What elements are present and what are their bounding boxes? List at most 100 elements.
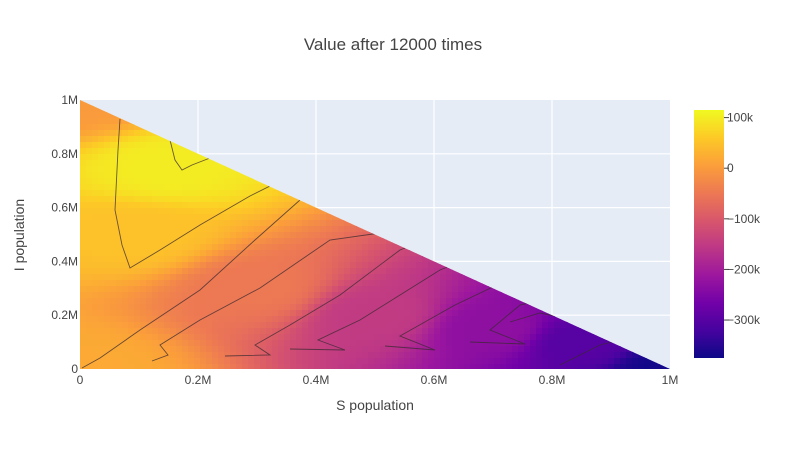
- heatmap-cell: [182, 346, 189, 353]
- heatmap-cell: [416, 256, 423, 263]
- heatmap-cell: [122, 292, 129, 299]
- heatmap-cell: [104, 280, 111, 287]
- heatmap-cell: [200, 322, 207, 329]
- heatmap-cell: [380, 262, 387, 269]
- heatmap-cell: [458, 358, 465, 365]
- heatmap-cell: [242, 292, 249, 299]
- heatmap-cell: [80, 190, 87, 197]
- heatmap-cell: [134, 172, 141, 179]
- heatmap-cell: [146, 250, 153, 257]
- heatmap-cell: [332, 340, 339, 347]
- heatmap-cell: [146, 202, 153, 209]
- heatmap-cell: [260, 256, 267, 263]
- heatmap-cell: [308, 364, 315, 369]
- heatmap-cell: [338, 334, 345, 341]
- heatmap-cell: [218, 202, 225, 209]
- heatmap-cell: [122, 226, 129, 233]
- heatmap-cell: [278, 208, 285, 215]
- heatmap-cell: [116, 364, 123, 369]
- heatmap-cell: [446, 328, 453, 335]
- heatmap-cell: [374, 298, 381, 305]
- heatmap-cell: [212, 208, 219, 215]
- heatmap-cell: [404, 346, 411, 353]
- heatmap-cell: [326, 328, 333, 335]
- heatmap-cell: [452, 352, 459, 359]
- heatmap-cell: [104, 286, 111, 293]
- heatmap-cell: [488, 352, 495, 359]
- heatmap-cell: [92, 274, 99, 281]
- heatmap-cell: [110, 304, 117, 311]
- heatmap-cell: [86, 178, 93, 185]
- heatmap-cell: [176, 322, 183, 329]
- heatmap-cell: [122, 124, 129, 131]
- heatmap-cell: [116, 220, 123, 227]
- heatmap-cell: [122, 184, 129, 191]
- heatmap-cell: [422, 358, 429, 365]
- heatmap-cell: [212, 286, 219, 293]
- heatmap-cell: [308, 358, 315, 365]
- heatmap-cell: [524, 322, 531, 329]
- heatmap-cell: [518, 322, 525, 329]
- heatmap-cell: [110, 178, 117, 185]
- heatmap-cell: [356, 280, 363, 287]
- heatmap-cell: [206, 244, 213, 251]
- heatmap-cell: [380, 364, 387, 369]
- heatmap-cell: [140, 154, 147, 161]
- heatmap-cell: [398, 292, 405, 299]
- colorbar-tick-label: −300k: [727, 313, 761, 327]
- heatmap-cell: [260, 238, 267, 245]
- heatmap-cell: [290, 250, 297, 257]
- heatmap-cell: [92, 172, 99, 179]
- heatmap-cell: [248, 220, 255, 227]
- heatmap-cell: [110, 322, 117, 329]
- heatmap-cell: [434, 298, 441, 305]
- heatmap-cell: [182, 280, 189, 287]
- heatmap-cell: [410, 250, 417, 257]
- heatmap-cell: [158, 268, 165, 275]
- heatmap-cell: [104, 328, 111, 335]
- heatmap-cell: [440, 334, 447, 341]
- heatmap-cell: [314, 274, 321, 281]
- heatmap-cell: [128, 154, 135, 161]
- heatmap-cell: [92, 328, 99, 335]
- heatmap-cell: [368, 334, 375, 341]
- heatmap-cell: [146, 274, 153, 281]
- heatmap-cell: [224, 214, 231, 221]
- heatmap-cell: [122, 190, 129, 197]
- heatmap-cell: [440, 286, 447, 293]
- heatmap-cell: [230, 262, 237, 269]
- heatmap-cell: [200, 328, 207, 335]
- heatmap-cell: [308, 256, 315, 263]
- heatmap-cell: [284, 250, 291, 257]
- heatmap-cell: [218, 250, 225, 257]
- heatmap-cell: [578, 334, 585, 341]
- heatmap-cell: [212, 178, 219, 185]
- heatmap-cell: [608, 346, 615, 353]
- heatmap-cell: [236, 292, 243, 299]
- heatmap-cell: [200, 232, 207, 239]
- heatmap-cell: [254, 250, 261, 257]
- heatmap-cell: [182, 202, 189, 209]
- heatmap-cell: [284, 232, 291, 239]
- heatmap-cell: [350, 286, 357, 293]
- heatmap-cell: [212, 346, 219, 353]
- heatmap-cell: [104, 148, 111, 155]
- heatmap-cell: [362, 274, 369, 281]
- heatmap-cell: [122, 160, 129, 167]
- heatmap-cell: [182, 322, 189, 329]
- heatmap-cell: [518, 352, 525, 359]
- heatmap-cell: [248, 250, 255, 257]
- heatmap-cell: [524, 328, 531, 335]
- heatmap-cell: [266, 298, 273, 305]
- heatmap-cell: [380, 322, 387, 329]
- heatmap-cell: [104, 274, 111, 281]
- heatmap-cell: [206, 358, 213, 365]
- heatmap-cell: [176, 160, 183, 167]
- heatmap-cell: [272, 310, 279, 317]
- heatmap-cell: [122, 280, 129, 287]
- heatmap-cell: [302, 250, 309, 257]
- heatmap-cell: [326, 262, 333, 269]
- heatmap-cell: [470, 358, 477, 365]
- heatmap-cell: [554, 352, 561, 359]
- heatmap-cell: [500, 334, 507, 341]
